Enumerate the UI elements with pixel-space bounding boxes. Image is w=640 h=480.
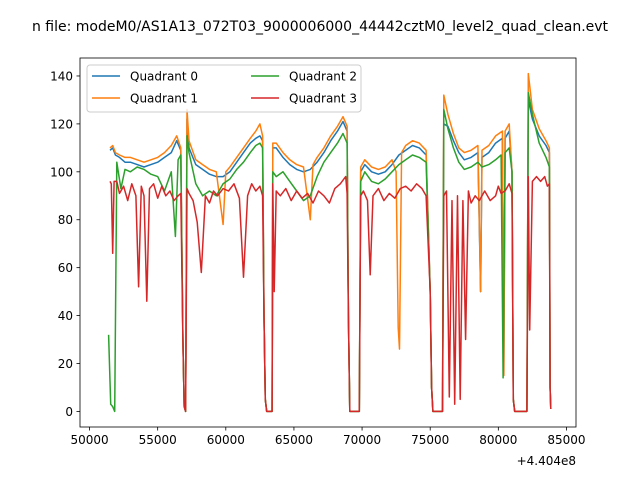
x-tick-label: 85000 xyxy=(547,433,585,447)
legend-label-quadrant-3: Quadrant 3 xyxy=(289,92,357,106)
x-tick-label: 65000 xyxy=(275,433,313,447)
x-axis: 50000 55000 60000 65000 70000 75000 80000 85000 xyxy=(70,427,586,447)
x-offset-label: +4.404e8 xyxy=(517,454,576,468)
legend-label-quadrant-1: Quadrant 1 xyxy=(130,92,198,106)
x-tick-label: 75000 xyxy=(411,433,449,447)
series-line-quadrant-3 xyxy=(109,175,552,413)
y-tick-label: 40 xyxy=(58,309,73,323)
y-tick-label: 80 xyxy=(58,213,73,227)
x-tick-label: 50000 xyxy=(70,433,108,447)
y-tick-label: 60 xyxy=(58,261,73,275)
x-tick-label: 55000 xyxy=(139,433,177,447)
series-line-quadrant-2 xyxy=(107,91,552,413)
y-tick-label: 100 xyxy=(50,165,73,179)
chart-title: n file: modeM0/AS1A13_072T03_9000006000_… xyxy=(32,19,609,35)
legend-label-quadrant-0: Quadrant 0 xyxy=(130,70,198,84)
plot-frame xyxy=(79,57,577,428)
legend-box xyxy=(86,64,362,113)
y-tick-label: 120 xyxy=(50,117,73,131)
y-tick-label: 140 xyxy=(50,69,73,83)
x-tick-label: 60000 xyxy=(207,433,245,447)
x-tick-label: 70000 xyxy=(343,433,381,447)
y-axis: 0 20 40 60 80 100 120 140 xyxy=(50,69,80,419)
legend-label-quadrant-2: Quadrant 2 xyxy=(289,70,357,84)
plot-area: 50000 55000 60000 65000 70000 75000 80000 85000… xyxy=(50,57,586,447)
y-tick-label: 20 xyxy=(58,357,73,371)
legend: Quadrant 0 Quadrant 1 Quadrant 2 Quadrant 3 xyxy=(86,64,362,113)
series-layer xyxy=(107,72,552,413)
plot-background xyxy=(80,58,576,427)
x-tick-label: 80000 xyxy=(479,433,517,447)
y-tick-label: 0 xyxy=(65,405,73,419)
